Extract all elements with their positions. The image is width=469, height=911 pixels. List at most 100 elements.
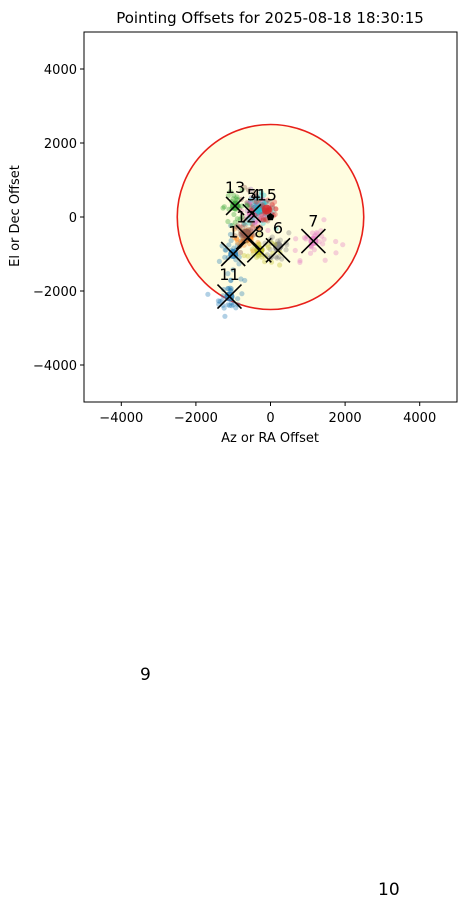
x-tick-label: −2000 (174, 411, 218, 426)
data-point (256, 197, 262, 203)
data-point (244, 200, 251, 206)
data-point (242, 184, 248, 190)
data-point (320, 241, 326, 247)
data-point (220, 205, 226, 211)
data-point (249, 221, 255, 227)
data-point (221, 204, 227, 210)
data-point (265, 227, 271, 233)
data-point (256, 230, 262, 237)
data-point (228, 286, 234, 292)
data-point (249, 217, 255, 223)
data-point (252, 219, 259, 225)
x-marker (242, 203, 262, 223)
data-point (244, 202, 250, 208)
data-point (236, 261, 242, 267)
data-point (238, 276, 244, 282)
data-point (273, 206, 279, 212)
data-point (252, 190, 258, 196)
data-point (261, 192, 267, 198)
data-point (249, 246, 255, 252)
data-point (226, 242, 232, 248)
x-marker (220, 241, 246, 267)
cluster-label: 4 (250, 185, 260, 204)
data-point (253, 199, 259, 205)
data-point (233, 305, 239, 311)
data-point (265, 244, 272, 251)
data-point (227, 189, 233, 195)
data-point (260, 197, 266, 203)
series-center (241, 228, 252, 239)
data-point (249, 224, 256, 230)
data-point (252, 212, 258, 218)
data-point (250, 222, 256, 228)
y-tick-label: −2000 (33, 285, 77, 300)
data-point (230, 302, 236, 308)
data-point (252, 219, 258, 225)
data-point (249, 226, 256, 232)
series-1 (216, 222, 245, 294)
x-marker-stroke (265, 237, 291, 263)
series-15 (248, 197, 279, 223)
data-point (321, 236, 327, 242)
x-marker-stroke (216, 283, 243, 310)
data-point (254, 254, 260, 260)
data-point (246, 200, 252, 206)
x-marker-stroke (300, 228, 326, 254)
data-point (242, 222, 248, 228)
data-point (255, 195, 261, 201)
x-marker-stroke (225, 196, 245, 216)
data-point (273, 254, 279, 260)
data-point (322, 257, 328, 263)
y-tick-label: 2000 (44, 137, 77, 152)
x-marker-stroke (242, 203, 262, 223)
data-point (241, 221, 247, 227)
data-point (260, 220, 266, 226)
data-point (263, 200, 269, 206)
data-point (242, 277, 248, 284)
data-point (222, 247, 228, 253)
data-point (247, 204, 253, 210)
x-marker (225, 196, 245, 216)
data-point (227, 231, 234, 238)
data-point (231, 226, 237, 232)
data-point (231, 192, 237, 198)
data-point (246, 220, 252, 226)
cluster-label: 7 (308, 211, 318, 230)
data-point (235, 296, 241, 302)
data-point (250, 248, 256, 254)
x-tick-label: −4000 (99, 411, 143, 426)
data-point (250, 216, 256, 222)
data-point (232, 235, 238, 241)
data-point (254, 220, 260, 226)
data-point (293, 236, 299, 242)
cluster-label: 12 (236, 208, 256, 227)
data-point (271, 199, 278, 205)
origin-marker (266, 213, 275, 221)
data-point (259, 211, 265, 218)
data-point (297, 257, 303, 264)
y-tick-label: 4000 (44, 63, 77, 78)
data-point (260, 217, 267, 223)
data-point (233, 196, 239, 202)
data-point (274, 255, 280, 261)
data-point (283, 247, 289, 253)
data-point (333, 238, 339, 245)
data-point (269, 240, 275, 246)
data-point (247, 199, 253, 205)
data-point (267, 246, 273, 252)
data-point (239, 224, 245, 230)
data-point (234, 194, 240, 200)
x-marker (300, 228, 326, 254)
data-point (263, 217, 269, 223)
data-point (239, 291, 245, 297)
x-tick-label: 4000 (403, 411, 436, 426)
series-center (261, 204, 272, 215)
data-point (311, 247, 317, 253)
data-point (260, 216, 267, 222)
cluster-label: 6 (273, 219, 283, 238)
data-point (225, 271, 231, 277)
cluster-label: 11 (219, 265, 239, 284)
cluster-label: 1 (228, 222, 238, 241)
data-point (239, 187, 245, 193)
data-point (237, 249, 244, 256)
